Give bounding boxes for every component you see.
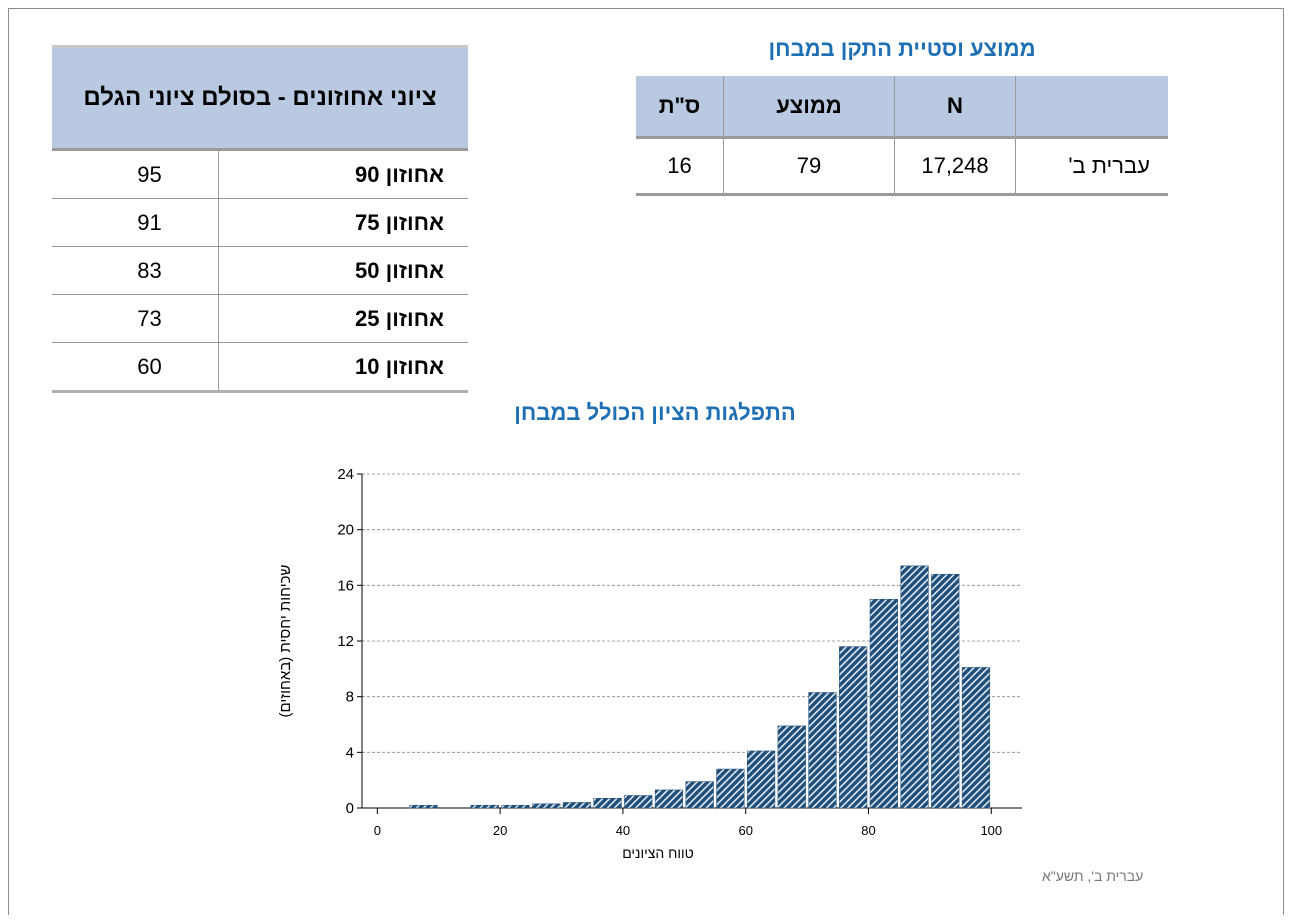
percentile-table: ציוני אחוזונים - בסולם ציוני הגלם אחוזון…: [52, 45, 468, 393]
y-tick-label: 20: [337, 522, 354, 539]
cell: אחוזון 75: [218, 198, 468, 247]
cell: 91: [52, 198, 219, 247]
bar: [532, 803, 561, 809]
y-tick-label: 8: [346, 689, 354, 706]
y-tick-label: 4: [346, 744, 354, 761]
bar: [777, 725, 806, 809]
bar: [562, 802, 591, 809]
cell: אחוזון 10: [218, 342, 468, 393]
bar: [961, 667, 991, 809]
cell: 16: [636, 137, 724, 196]
cell: אחוזון 90: [218, 149, 468, 199]
bar: [470, 804, 499, 809]
x-tick-label: 100: [980, 823, 1002, 838]
row: אחוזון 50 83: [52, 246, 468, 295]
bar: [593, 798, 622, 809]
row: אחוזון 90 95: [52, 149, 468, 199]
y-tick-label: 12: [337, 633, 354, 650]
row: אחוזון 25 73: [52, 294, 468, 343]
cell: 73: [52, 294, 219, 343]
chart-title: התפלגות הציון הכולל במבחן: [514, 400, 795, 425]
x-tick-label: 40: [616, 823, 630, 838]
header-cell: ממוצע: [723, 76, 895, 139]
x-tick-label: 60: [738, 823, 752, 838]
header-empty: [1015, 76, 1168, 139]
bar: [624, 795, 653, 809]
bar: [808, 692, 837, 809]
y-axis-label: שכיחות יחסית (באחוזים): [277, 564, 294, 717]
x-axis-label: טווח הציונים: [622, 845, 694, 861]
cell: 60: [52, 342, 219, 393]
cell: עברית ב': [1015, 137, 1168, 196]
header-cell: ס"ת: [636, 76, 724, 139]
bar: [501, 804, 530, 809]
header-cell: N: [894, 76, 1016, 139]
cell: 17,248: [894, 137, 1016, 196]
x-tick-label: 80: [861, 823, 875, 838]
cell: אחוזון 25: [218, 294, 468, 343]
cell: 79: [723, 137, 895, 196]
cell: 83: [52, 246, 219, 295]
y-tick-label: 16: [337, 577, 354, 594]
bar: [931, 573, 960, 809]
cell: אחוזון 50: [218, 246, 468, 295]
bar: [654, 789, 684, 809]
x-tick-label: 0: [374, 823, 381, 838]
bar: [409, 804, 438, 809]
bar: [685, 781, 714, 809]
row: אחוזון 75 91: [52, 198, 468, 247]
percentile-title: ציוני אחוזונים - בסולם ציוני הגלם: [52, 45, 468, 151]
x-tick-label: 20: [493, 823, 507, 838]
bar: [869, 599, 898, 809]
y-tick-label: 0: [346, 800, 354, 817]
frame: [8, 8, 1284, 915]
stats-title: ממוצע וסטיית התקן במבחן: [768, 36, 1036, 61]
bar: [839, 646, 868, 809]
source-note: עברית ב', תשע"א: [1042, 868, 1143, 884]
bar: [716, 768, 745, 809]
cell: 95: [52, 149, 219, 199]
bar: [746, 750, 776, 809]
row: אחוזון 10 60: [52, 342, 468, 393]
stats-table: N ממוצע ס"ת עברית ב' 17,248 79 16: [636, 76, 1168, 196]
y-tick-label: 24: [337, 466, 354, 483]
bar: [900, 565, 929, 809]
